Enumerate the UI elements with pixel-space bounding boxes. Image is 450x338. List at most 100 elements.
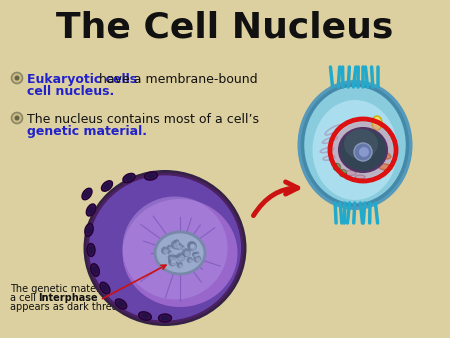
Ellipse shape [89, 246, 94, 254]
Circle shape [174, 243, 180, 248]
Circle shape [192, 252, 197, 257]
Circle shape [176, 257, 181, 263]
Circle shape [187, 241, 197, 251]
Ellipse shape [86, 226, 92, 234]
Ellipse shape [117, 301, 125, 307]
Ellipse shape [84, 190, 90, 197]
Circle shape [173, 255, 182, 264]
Ellipse shape [355, 175, 365, 179]
Circle shape [14, 116, 19, 121]
Ellipse shape [344, 170, 356, 175]
Text: genetic material.: genetic material. [27, 125, 147, 138]
Ellipse shape [144, 172, 158, 180]
Circle shape [339, 169, 346, 176]
Circle shape [182, 248, 191, 257]
Circle shape [170, 257, 172, 260]
Ellipse shape [122, 196, 228, 299]
Ellipse shape [123, 173, 135, 183]
Text: Interphase: Interphase [38, 293, 98, 303]
Ellipse shape [141, 313, 149, 319]
Text: Eukaryotic cells: Eukaryotic cells [27, 73, 137, 86]
Ellipse shape [115, 299, 127, 309]
Circle shape [180, 245, 184, 249]
Text: appears as dark threads.: appears as dark threads. [10, 302, 132, 312]
Circle shape [187, 257, 193, 263]
Ellipse shape [104, 183, 110, 189]
Circle shape [14, 75, 19, 80]
Circle shape [175, 239, 179, 244]
Circle shape [175, 243, 182, 250]
Circle shape [168, 257, 177, 266]
Circle shape [184, 251, 190, 256]
Ellipse shape [375, 151, 391, 159]
Ellipse shape [147, 173, 155, 178]
Text: a cell in: a cell in [10, 293, 51, 303]
Circle shape [171, 240, 180, 249]
Ellipse shape [102, 284, 108, 292]
Ellipse shape [139, 312, 151, 320]
Ellipse shape [82, 188, 92, 200]
Circle shape [188, 241, 195, 248]
Circle shape [190, 244, 196, 250]
Circle shape [176, 252, 185, 261]
Circle shape [354, 143, 372, 161]
Circle shape [359, 147, 369, 157]
Circle shape [195, 251, 199, 256]
Ellipse shape [155, 232, 205, 274]
Ellipse shape [91, 264, 99, 276]
Ellipse shape [369, 137, 381, 144]
Ellipse shape [86, 204, 96, 216]
Ellipse shape [84, 170, 247, 326]
Circle shape [176, 241, 179, 244]
Ellipse shape [101, 181, 112, 191]
Circle shape [171, 260, 176, 266]
Circle shape [168, 254, 178, 264]
Circle shape [196, 258, 201, 262]
Ellipse shape [87, 243, 95, 257]
Circle shape [182, 247, 184, 250]
Circle shape [167, 245, 172, 250]
Ellipse shape [312, 100, 397, 200]
Text: cell nucleus.: cell nucleus. [27, 85, 114, 98]
Circle shape [194, 252, 198, 256]
Ellipse shape [372, 116, 382, 130]
Circle shape [190, 244, 194, 248]
Circle shape [179, 255, 184, 261]
Ellipse shape [85, 224, 93, 236]
Ellipse shape [378, 164, 392, 170]
Ellipse shape [92, 266, 98, 274]
Ellipse shape [161, 315, 169, 320]
Text: The nucleus contains most of a cell’s: The nucleus contains most of a cell’s [27, 113, 259, 126]
Circle shape [189, 259, 193, 263]
Circle shape [176, 262, 183, 268]
Circle shape [171, 257, 177, 263]
Ellipse shape [344, 129, 378, 159]
Circle shape [168, 255, 172, 259]
Ellipse shape [122, 199, 238, 307]
Text: The Cell Nucleus: The Cell Nucleus [56, 11, 394, 45]
Circle shape [163, 249, 168, 254]
Circle shape [167, 250, 172, 255]
Circle shape [178, 245, 182, 249]
Ellipse shape [87, 174, 243, 322]
Circle shape [194, 254, 197, 257]
Ellipse shape [88, 206, 94, 214]
Ellipse shape [297, 80, 413, 210]
Circle shape [193, 255, 201, 263]
Circle shape [169, 252, 172, 255]
Ellipse shape [100, 282, 110, 294]
Circle shape [195, 254, 198, 257]
Circle shape [12, 72, 22, 83]
Circle shape [179, 264, 183, 268]
Circle shape [169, 247, 172, 250]
Circle shape [12, 113, 22, 123]
Text: The genetic material of: The genetic material of [10, 284, 124, 294]
Circle shape [161, 246, 169, 255]
Text: have a membrane-bound: have a membrane-bound [95, 73, 257, 86]
Ellipse shape [339, 128, 387, 172]
Ellipse shape [125, 175, 133, 181]
Ellipse shape [302, 85, 408, 205]
Circle shape [333, 164, 341, 170]
Ellipse shape [333, 122, 393, 178]
Ellipse shape [158, 314, 171, 322]
